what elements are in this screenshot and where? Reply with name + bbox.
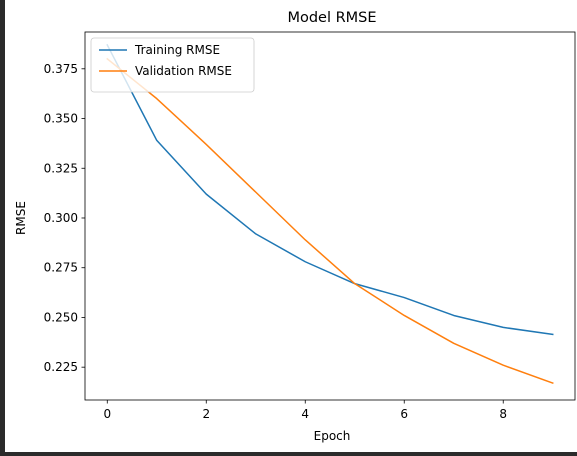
x-tick-label: 4 — [301, 407, 309, 421]
legend: Training RMSE Validation RMSE — [90, 37, 255, 93]
x-axis: 0 2 4 6 8 — [103, 400, 507, 421]
x-axis-label: Epoch — [314, 429, 351, 443]
y-tick-label: 0.325 — [44, 161, 78, 175]
y-tick-label: 0.275 — [44, 261, 78, 275]
chart-title: Model RMSE — [287, 10, 376, 26]
x-tick-label: 6 — [400, 407, 408, 421]
x-tick-label: 8 — [499, 407, 507, 421]
y-tick-label: 0.350 — [44, 112, 78, 126]
legend-label-1: Validation RMSE — [135, 64, 232, 78]
x-tick-label: 2 — [202, 407, 210, 421]
line-chart: Model RMSE 0 2 4 6 8 0.225 0.250 0.275 0.300 0.3… — [14, 10, 576, 443]
x-tick-label: 0 — [103, 407, 111, 421]
plot-lines — [106, 43, 554, 385]
chart-figure: Model RMSE 0 2 4 6 8 0.225 0.250 0.275 0.300 0.3… — [5, 0, 577, 452]
y-tick-label: 0.375 — [44, 62, 78, 76]
series-line-0 — [106, 43, 554, 336]
y-axis-label: RMSE — [14, 201, 28, 235]
series-line-1 — [106, 57, 554, 385]
y-tick-label: 0.300 — [44, 211, 78, 225]
y-tick-label: 0.250 — [44, 310, 78, 324]
y-axis: 0.225 0.250 0.275 0.300 0.325 0.350 0.375 — [44, 62, 85, 374]
legend-label-0: Training RMSE — [134, 43, 220, 57]
legend-box — [90, 37, 255, 93]
y-tick-label: 0.225 — [44, 360, 78, 374]
plot-frame — [84, 31, 576, 401]
